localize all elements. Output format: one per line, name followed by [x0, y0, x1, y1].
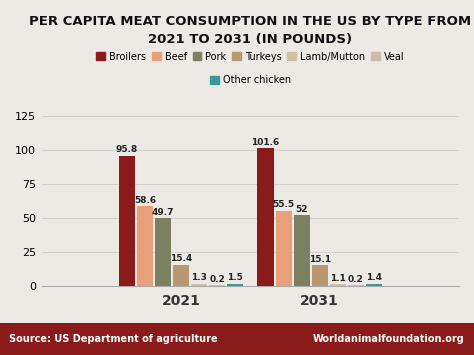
Bar [293, 215, 310, 286]
Bar [191, 284, 207, 286]
Bar [173, 265, 189, 286]
Title: PER CAPITA MEAT CONSUMPTION IN THE US BY TYPE FROM
2021 TO 2031 (IN POUNDS): PER CAPITA MEAT CONSUMPTION IN THE US BY… [29, 15, 472, 46]
Bar [227, 284, 243, 286]
Text: Source: US Department of agriculture: Source: US Department of agriculture [9, 334, 218, 344]
Text: 55.5: 55.5 [273, 200, 295, 209]
Text: 49.7: 49.7 [152, 208, 174, 217]
Text: 15.4: 15.4 [170, 254, 192, 263]
Text: 15.1: 15.1 [309, 255, 331, 264]
Text: 1.1: 1.1 [330, 274, 346, 283]
Text: Worldanimalfoundation.org: Worldanimalfoundation.org [313, 334, 465, 344]
Text: 52: 52 [295, 205, 308, 214]
Bar [257, 148, 273, 286]
Bar [155, 218, 171, 286]
Text: 101.6: 101.6 [252, 137, 280, 147]
Text: 58.6: 58.6 [134, 196, 156, 205]
Bar [311, 265, 328, 286]
Bar [137, 206, 153, 286]
Bar [119, 156, 135, 286]
Text: 0.2: 0.2 [209, 275, 225, 284]
Bar [365, 284, 382, 286]
Text: 1.3: 1.3 [191, 273, 207, 282]
Legend: Other chicken: Other chicken [206, 71, 295, 89]
Text: 0.2: 0.2 [348, 275, 364, 284]
Text: 95.8: 95.8 [116, 145, 138, 154]
Text: 1.5: 1.5 [227, 273, 243, 282]
Bar [275, 211, 292, 286]
Text: 1.4: 1.4 [366, 273, 382, 282]
Bar [329, 284, 346, 286]
